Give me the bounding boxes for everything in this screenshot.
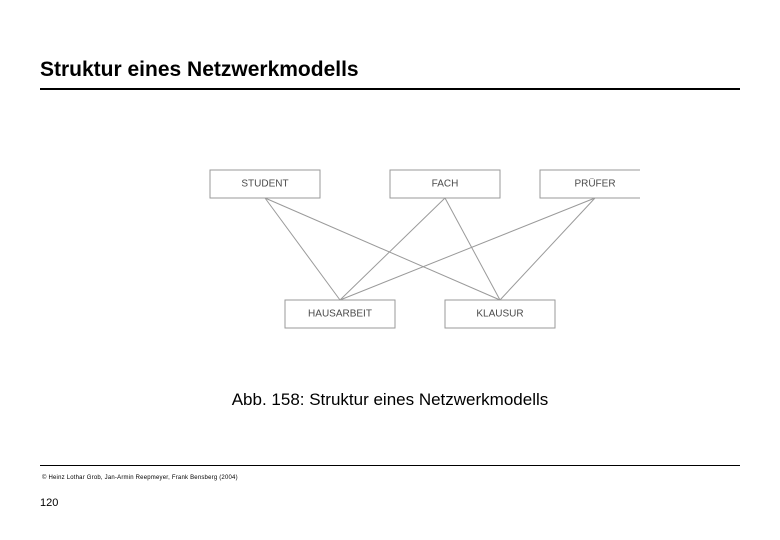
title-underline <box>40 88 740 90</box>
node-label-klausur: KLAUSUR <box>476 309 523 320</box>
footer-rule <box>40 465 740 466</box>
edge-fach-hausarbeit <box>340 198 445 300</box>
node-hausarbeit: HAUSARBEIT <box>285 300 395 328</box>
edge-student-klausur <box>265 198 500 300</box>
edge-fach-klausur <box>445 198 500 300</box>
node-student: STUDENT <box>210 170 320 198</box>
node-label-fach: FACH <box>432 179 459 190</box>
node-pruefer: PRÜFER <box>540 170 640 198</box>
node-label-hausarbeit: HAUSARBEIT <box>308 309 372 320</box>
slide: Struktur eines Netzwerkmodells STUDENT FA… <box>0 0 780 540</box>
edge-student-hausarbeit <box>265 198 340 300</box>
node-klausur: KLAUSUR <box>445 300 555 328</box>
network-diagram-svg: STUDENT FACH PRÜFER HAUSARBEIT KLAUSUR <box>140 150 640 350</box>
network-diagram: STUDENT FACH PRÜFER HAUSARBEIT KLAUSUR <box>140 150 640 350</box>
copyright-line: © Heinz Lothar Grob, Jan-Armin Reepmeyer… <box>42 475 238 481</box>
edge-pruefer-klausur <box>500 198 595 300</box>
page-title: Struktur eines Netzwerkmodells <box>40 58 359 82</box>
node-label-pruefer: PRÜFER <box>574 178 615 190</box>
node-label-student: STUDENT <box>241 179 288 190</box>
edge-pruefer-hausarbeit <box>340 198 595 300</box>
figure-caption: Abb. 158: Struktur eines Netzwerkmodells <box>0 390 780 410</box>
node-fach: FACH <box>390 170 500 198</box>
page-number: 120 <box>40 497 58 509</box>
